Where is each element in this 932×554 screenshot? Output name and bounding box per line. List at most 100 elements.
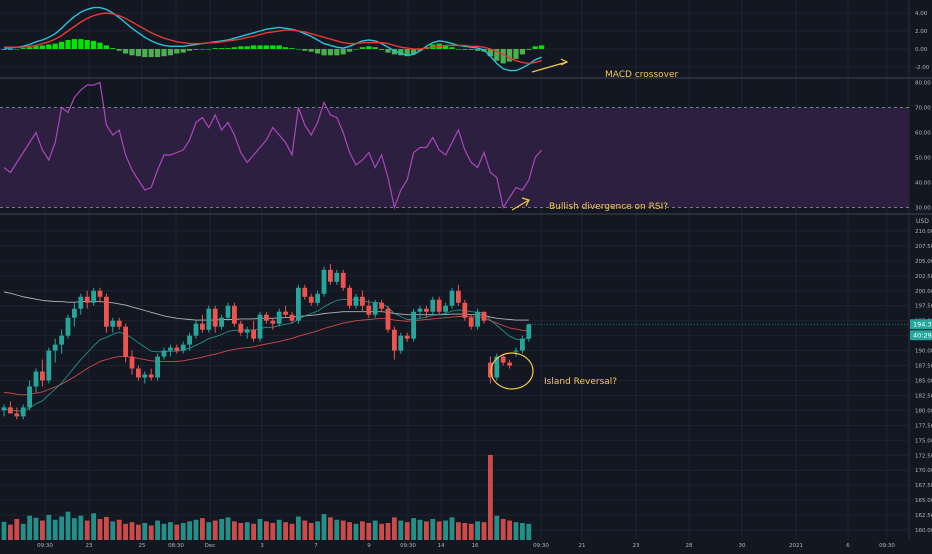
- volume-bar: [193, 519, 199, 540]
- macd-histogram-bar: [116, 49, 122, 51]
- price-axis[interactable]: 4.00 2.00 0.00 -2.00 80.00 70.00 60.00 50.00 40.…: [915, 11, 932, 534]
- macd-signal-line: [4, 12, 542, 65]
- macd-histogram-bar: [244, 46, 250, 49]
- candle-body: [270, 320, 276, 324]
- macd-histogram-bar: [295, 49, 301, 50]
- time-tick-label: 25: [139, 543, 146, 549]
- price-tick-label: 197.50: [915, 304, 932, 310]
- volume-bar: [366, 523, 372, 540]
- time-tick-label: 09:30: [533, 543, 549, 549]
- macd-histogram-bar: [225, 48, 231, 49]
- candle-body: [520, 338, 525, 351]
- candle-body: [411, 311, 416, 339]
- macd-histogram-bar: [20, 48, 26, 49]
- macd-histogram-bar: [276, 45, 282, 49]
- macd-histogram-bar: [46, 44, 52, 49]
- price-tick-label: 187.50: [915, 364, 932, 370]
- macd-histogram-bar: [59, 41, 65, 49]
- volume-bar: [161, 523, 167, 540]
- candle-body: [398, 335, 404, 351]
- volume-bar: [289, 523, 295, 540]
- macd-histogram-bar: [193, 49, 199, 50]
- time-tick-label: 09:30: [37, 543, 53, 549]
- macd-histogram-bar: [135, 49, 141, 57]
- candle-body: [52, 344, 58, 351]
- time-tick-label: 30: [739, 543, 746, 549]
- macd-histogram-bar: [391, 49, 397, 55]
- macd-histogram-bar: [199, 49, 205, 50]
- candle-body: [392, 329, 397, 351]
- macd-histogram-bar: [206, 49, 212, 50]
- candle-body: [148, 374, 154, 378]
- macd-histogram-bar: [366, 46, 372, 49]
- volume-bar: [174, 524, 180, 540]
- volume-bar: [244, 522, 250, 540]
- price-tick-label: 200.00: [915, 289, 932, 295]
- macd-histogram-bar: [270, 45, 276, 49]
- candle-body: [180, 344, 186, 351]
- macd-histogram-bar: [155, 49, 161, 58]
- rsi-annotation: Bullish divergence on RSI?: [549, 202, 668, 212]
- candle-body: [142, 374, 148, 378]
- macd-histogram-bar: [7, 49, 13, 50]
- macd-histogram-bar: [97, 42, 103, 49]
- candle-body: [264, 314, 269, 321]
- time-axis[interactable]: 09:30 23 25 08:30 Dec 3 7 9 09:30 14 16 09:30 21 23 28…: [37, 543, 895, 549]
- volume-bar: [494, 515, 500, 540]
- candle-body: [40, 371, 45, 381]
- candle-body: [110, 320, 116, 327]
- candle-body: [353, 296, 359, 306]
- volume-bar: [52, 519, 58, 540]
- rsi-tick-label: 70.00: [915, 106, 931, 112]
- macd-histogram-bar: [71, 39, 77, 49]
- macd-histogram-bar: [379, 49, 385, 50]
- candle-body: [308, 296, 314, 303]
- volume-bar: [270, 523, 276, 540]
- time-tick-label: 21: [579, 543, 586, 549]
- volume-bar: [392, 517, 397, 540]
- macd-histogram-bar: [353, 49, 359, 50]
- volume-bar: [520, 523, 525, 540]
- macd-histogram-bar: [129, 49, 135, 56]
- macd-histogram-bar: [27, 47, 33, 49]
- volume-bar: [91, 513, 96, 540]
- macd-histogram-bar: [372, 47, 378, 49]
- macd-histogram-bar: [411, 49, 417, 55]
- volume-bar: [340, 520, 346, 540]
- candle-body: [244, 329, 250, 333]
- volume-bar: [404, 522, 410, 540]
- rsi-arrow: [511, 199, 530, 211]
- volume-bar: [315, 521, 320, 540]
- volume-bar: [123, 523, 128, 540]
- rsi-tick-label: 80.00: [915, 81, 931, 87]
- candle-body: [436, 299, 442, 312]
- macd-histogram-bar: [78, 39, 84, 49]
- candle-body: [507, 362, 512, 366]
- volume-bar: [225, 517, 231, 540]
- candle-body: [97, 290, 103, 297]
- macd-histogram-bar: [257, 45, 263, 49]
- last-price-secondary: 40:29: [913, 331, 932, 339]
- macd-histogram-bar: [302, 49, 308, 51]
- volume-bar: [155, 520, 160, 540]
- price-tick-label: 177.50: [915, 423, 932, 429]
- volume-bar: [462, 523, 468, 540]
- time-tick-label: 2021: [789, 543, 803, 549]
- macd-histogram-bar: [238, 46, 244, 49]
- candle-body: [225, 305, 231, 318]
- candle-body: [385, 308, 391, 330]
- time-tick-label: 09:30: [879, 543, 895, 549]
- candle-body: [168, 347, 173, 351]
- macd-histogram-bar: [507, 49, 513, 62]
- volume-bar: [308, 523, 314, 540]
- macd-histogram-bar: [180, 49, 186, 53]
- time-tick-label: 23: [633, 543, 640, 549]
- volume-bar: [72, 518, 77, 540]
- volume-panel: [1, 455, 532, 540]
- candle-body: [296, 287, 301, 321]
- candle-body: [347, 287, 352, 306]
- moving-average-mid: [3, 316, 529, 396]
- volume-bar: [443, 520, 448, 540]
